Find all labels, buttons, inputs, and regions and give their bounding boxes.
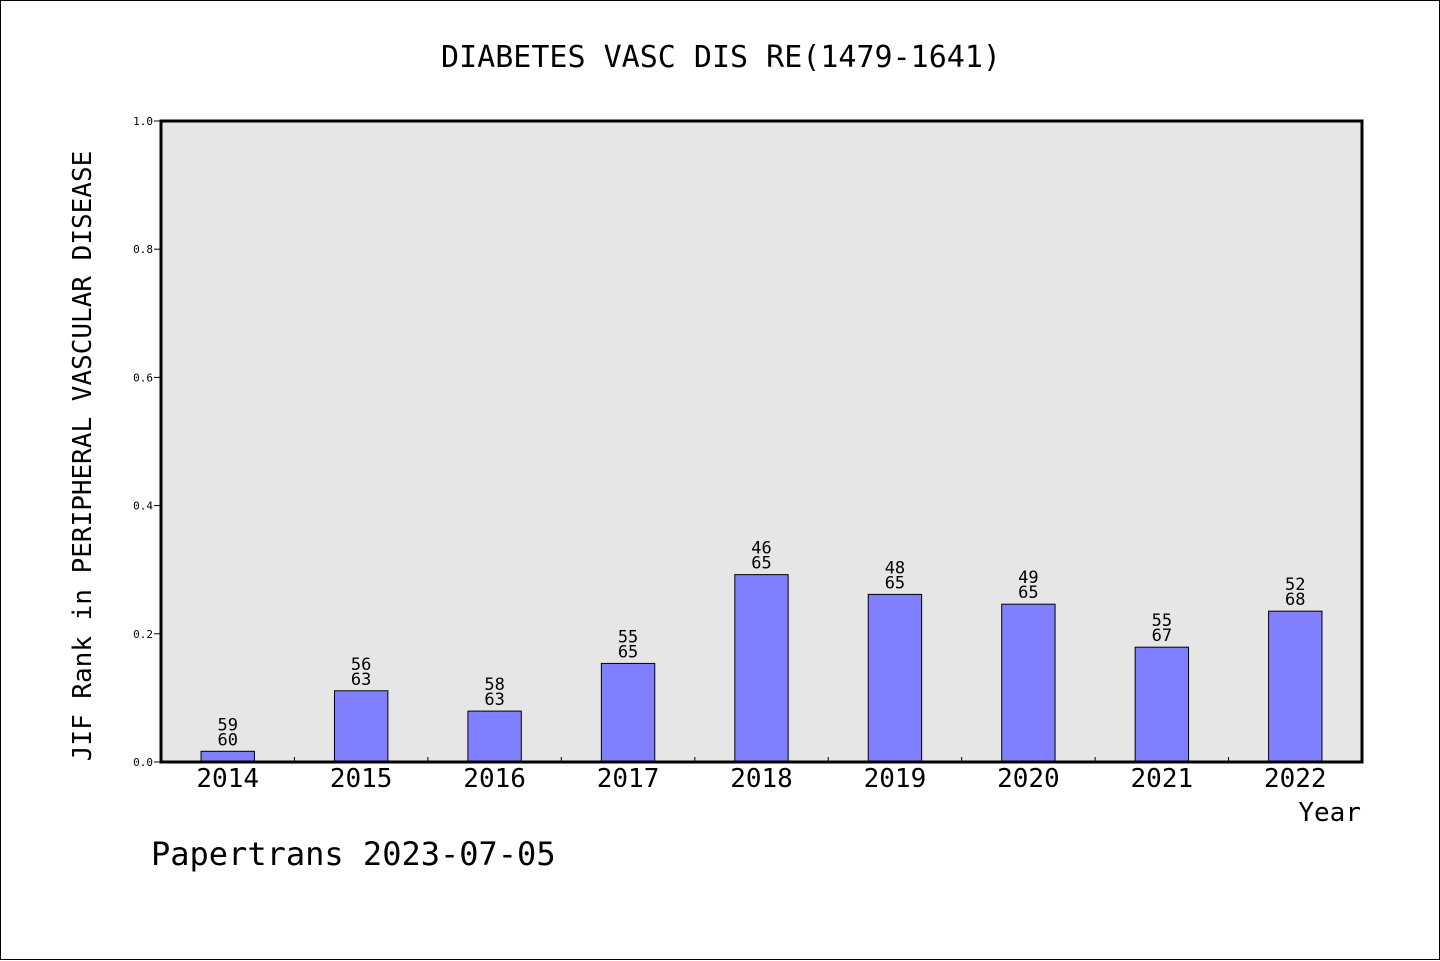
- bar-rank-label: 59: [217, 715, 237, 735]
- x-tick-label: 2017: [597, 764, 660, 794]
- x-tick-label: 2014: [196, 764, 259, 794]
- bar-total-label: 68: [1285, 590, 1305, 610]
- bar-total-label: 65: [751, 554, 771, 574]
- x-tick-label: 2020: [997, 764, 1060, 794]
- bar: [1001, 603, 1056, 763]
- bar: [867, 593, 923, 763]
- plot-frame: [159, 119, 1364, 764]
- bar-rank-label: 58: [484, 675, 504, 695]
- y-tick-label: 0.4: [133, 500, 153, 513]
- bar: [1268, 610, 1323, 763]
- bar: [467, 710, 522, 763]
- bar-total-label: 67: [1152, 626, 1172, 646]
- y-tick-label: 1.0: [133, 115, 153, 128]
- x-tick-label: 2015: [330, 764, 393, 794]
- bar-rank-label: 55: [618, 627, 638, 647]
- bar-rank-label: 49: [1018, 568, 1038, 588]
- y-tick-label: 0.0: [133, 756, 153, 769]
- y-axis: 0.0 0.2 0.4 0.6 0.8 1.0: [133, 115, 161, 769]
- x-tick-label: 2016: [463, 764, 526, 794]
- bar-total-label: 65: [618, 642, 638, 662]
- bar: [200, 750, 255, 763]
- x-axis: 2014 2015 2016 2017 2018 2019 2020 2021 2022: [196, 757, 1327, 794]
- bar: [734, 574, 789, 763]
- bar-rank-label: 52: [1285, 575, 1305, 595]
- bar-total-label: 63: [484, 690, 504, 710]
- chart-title: DIABETES VASC DIS RE(1479-1641): [441, 40, 1001, 75]
- y-tick-label: 0.2: [133, 628, 153, 641]
- bar-total-label: 60: [217, 730, 237, 750]
- x-tick-label: 2018: [730, 764, 793, 794]
- bar: [600, 662, 656, 763]
- bar-rank-label: 48: [885, 558, 905, 578]
- bar-total-label: 65: [885, 573, 905, 593]
- bar-rank-label: 46: [751, 539, 771, 559]
- bar-total-label: 63: [351, 670, 371, 690]
- bar-rank-label: 56: [351, 655, 371, 675]
- x-tick-label: 2022: [1264, 764, 1327, 794]
- x-tick-label: 2019: [864, 764, 927, 794]
- bar-total-label: 65: [1018, 583, 1038, 603]
- y-axis-label: JIF Rank in PERIPHERAL VASCULAR DISEASE: [68, 151, 98, 761]
- x-axis-label: Year: [1298, 798, 1361, 828]
- x-tick-label: 2021: [1131, 764, 1194, 794]
- bar-rank-label: 55: [1152, 611, 1172, 631]
- footer-credit: Papertrans 2023-07-05: [151, 835, 556, 873]
- bar: [333, 690, 389, 763]
- bar: [1134, 646, 1190, 763]
- y-tick-label: 0.6: [133, 371, 153, 384]
- y-tick-label: 0.8: [133, 243, 153, 256]
